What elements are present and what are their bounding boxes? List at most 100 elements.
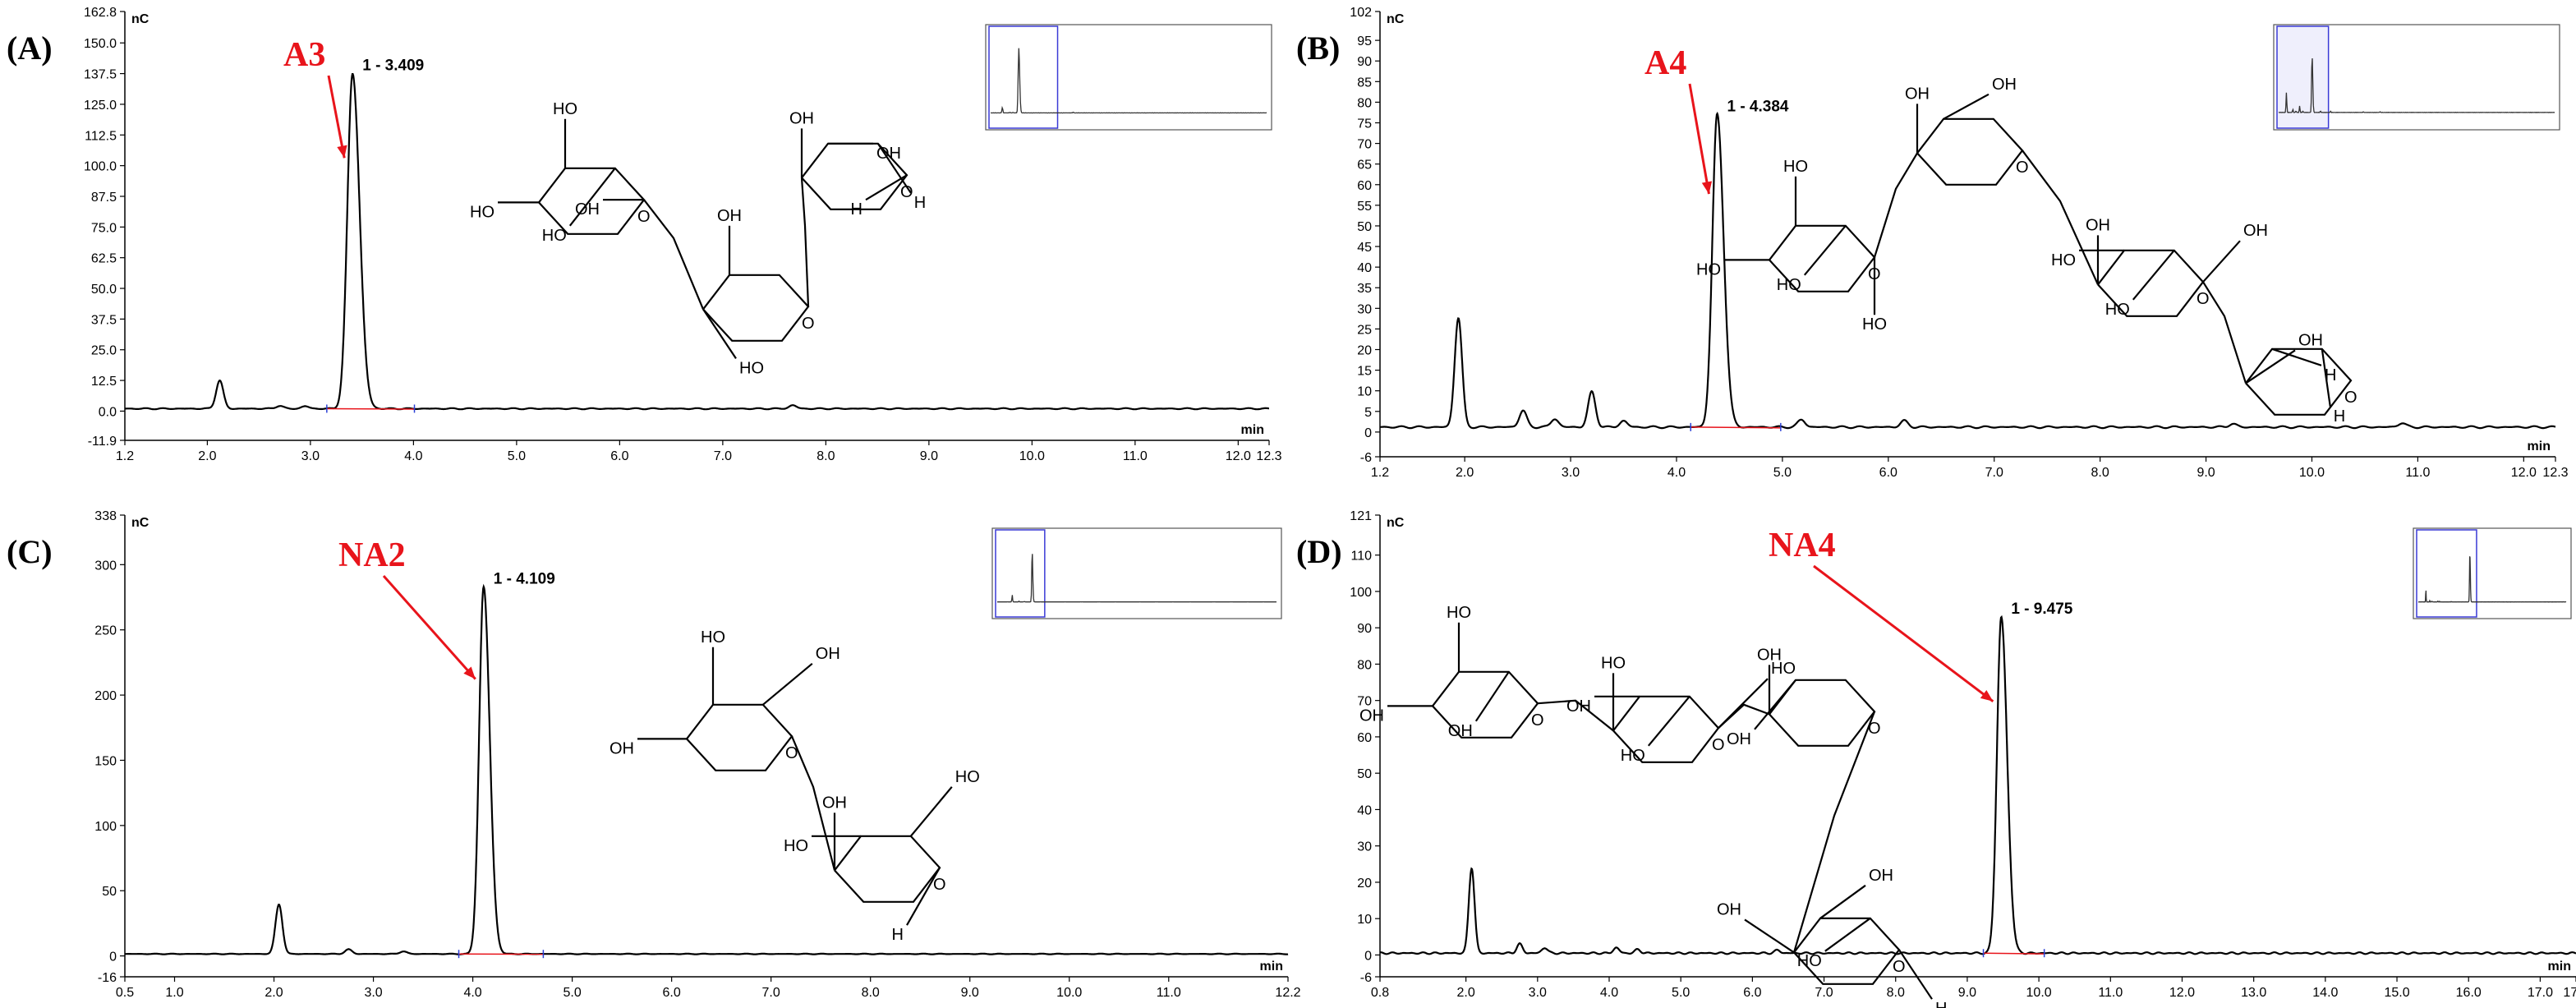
molecule-label: HO: [1696, 260, 1721, 278]
molecule-label: HO: [739, 359, 764, 377]
x-tick-label: 3.0: [301, 449, 320, 463]
x-tick-label: 4.0: [1600, 986, 1618, 1000]
molecule-label: OH: [1992, 76, 2017, 94]
x-tick-label: 17.5: [2563, 986, 2576, 1000]
chart-panel-d: -6 0 10 20 30 40 50 60 70 80 90 100 110 121 0.8 2.0 3.0 4…: [1288, 504, 2576, 1008]
chart-panel-b: -6 0 5 10 15 20 25 30 35 40 45 50 55 60 65 70 75 80 85 90 95…: [1288, 0, 2576, 493]
chart-panel-a: -11.9 0.0 12.5 25.0 37.5 50.0 62.5 75.0 87.5 100.…: [0, 0, 1288, 493]
x-unit-label: min: [1241, 423, 1264, 437]
y-tick-label: 45: [1357, 241, 1372, 255]
y-tick-label: 150: [94, 754, 117, 768]
x-tick-label: 8.0: [862, 986, 880, 1000]
y-tick-label: 80: [1357, 96, 1372, 110]
overview-selection: [2416, 529, 2477, 618]
y-tick-label: 137.5: [84, 68, 117, 82]
integration-baseline: [1690, 426, 1781, 429]
y-tick-label: 20: [1357, 344, 1372, 358]
compound-arrow: [1813, 564, 1994, 702]
y-tick-label: 40: [1357, 261, 1372, 275]
x-tick-label: 1.2: [1371, 466, 1389, 480]
y-tick-label: 65: [1357, 159, 1372, 173]
y-tick-label: 50: [1357, 220, 1372, 234]
molecule-label: H: [914, 194, 926, 212]
chart-d-svg: -6 0 10 20 30 40 50 60 70 80 90 100 110 121 0.8 2.0 3.0 4…: [1296, 509, 2576, 1008]
compound-arrow: [1688, 83, 1710, 195]
overview-selection: [988, 25, 1059, 129]
y-tick-label: 35: [1357, 282, 1372, 296]
molecule-label: HO: [1447, 604, 1471, 622]
x-tick-label: 12.0: [1226, 449, 1251, 463]
y-tick-label: 100.0: [84, 160, 117, 174]
x-tick-label: 4.0: [404, 449, 422, 463]
ring-oxygen: O: [900, 183, 913, 201]
molecule-label: HO: [1862, 315, 1887, 334]
ring-oxygen: O: [1531, 711, 1544, 730]
chart-panel-c: -16 0 50 100 150 200 250 300 338 0.5 1.0 2.0 3.0 4.0 5…: [0, 504, 1301, 1008]
x-tick-label: 11.0: [2405, 466, 2430, 480]
molecule-label: OH: [1905, 85, 1930, 103]
y-tick-label: 50: [102, 885, 117, 899]
y-tick-label: 102: [1350, 6, 1372, 20]
ring-oxygen: O: [933, 876, 946, 894]
compound-arrow-head: [463, 666, 476, 679]
molecule-label: H: [851, 200, 862, 219]
y-tick-label: 100: [1350, 586, 1372, 600]
x-tick-label: 7.0: [1815, 986, 1833, 1000]
x-tick-label: 16.0: [2456, 986, 2482, 1000]
molecule-label: OH: [1359, 707, 1384, 725]
y-tick-label: 90: [1357, 622, 1372, 636]
compound-arrow-head: [1701, 181, 1713, 195]
y-tick-label: 75.0: [91, 221, 117, 235]
molecule-label: OH: [876, 145, 901, 163]
integration-baseline: [1983, 952, 2045, 955]
ring-oxygen: O: [1868, 720, 1881, 738]
x-tick-label: 1.2: [116, 449, 134, 463]
ring-oxygen: O: [785, 744, 798, 762]
chart-a-svg: -11.9 0.0 12.5 25.0 37.5 50.0 62.5 75.0 87.5 100.…: [7, 6, 1282, 463]
x-tick-label: 6.0: [663, 986, 681, 1000]
x-tick-label: 10.0: [1019, 449, 1045, 463]
molecule-label: OH: [2243, 222, 2268, 240]
molecule-label: HO: [1621, 747, 1645, 765]
ring-oxygen: O: [2344, 389, 2358, 407]
y-tick-label: 30: [1357, 302, 1372, 316]
structure-na4: OOHHOOHOHOOHHOHOOOHOHOOHOHHOH: [1359, 604, 1947, 1008]
x-tick-label: 12.0: [2511, 466, 2537, 480]
x-tick-label: 11.0: [1123, 449, 1148, 463]
x-tick-label: 14.0: [2312, 986, 2338, 1000]
y-tick-label: 55: [1357, 200, 1372, 214]
compound-arrow: [382, 575, 476, 680]
x-tick-label: 17.0: [2528, 986, 2553, 1000]
y-tick-label: 12.5: [91, 375, 117, 389]
x-tick-label: 12.3: [1256, 449, 1281, 463]
peak-label: 1 - 9.475: [2011, 601, 2072, 618]
ring-oxygen: O: [1893, 958, 1906, 976]
molecule-label: HO: [2051, 251, 2076, 269]
x-tick-label: 12.2: [1275, 986, 1300, 1000]
molecule-label: HO: [2105, 301, 2130, 319]
overview-trace: [2278, 58, 2555, 113]
y-tick-label: 40: [1357, 803, 1372, 817]
x-tick-label: 12.3: [2542, 466, 2568, 480]
x-tick-label: 11.0: [2098, 986, 2123, 1000]
y-tick-label: 300: [94, 559, 117, 573]
x-tick-label: 2.0: [198, 449, 216, 463]
y-tick-label: 15: [1357, 365, 1372, 379]
panel-letter: (D): [1296, 533, 1342, 570]
y-tick-label: 90: [1357, 55, 1372, 69]
panel-letter: (A): [7, 30, 53, 67]
overview-trace: [991, 48, 1267, 114]
y-tick-label: 125.0: [84, 99, 117, 113]
compound-arrow-head: [1980, 689, 1994, 702]
y-tick-label: -16: [98, 971, 117, 985]
x-tick-label: 9.0: [961, 986, 979, 1000]
molecule-label: OH: [816, 645, 840, 663]
molecule-label: HO: [1601, 654, 1626, 672]
y-tick-label: 0.0: [99, 405, 117, 419]
x-tick-label: 5.0: [1672, 986, 1690, 1000]
molecule-label: OH: [1727, 730, 1751, 748]
molecule-label: OH: [2298, 331, 2323, 349]
y-tick-label: 338: [94, 509, 117, 523]
